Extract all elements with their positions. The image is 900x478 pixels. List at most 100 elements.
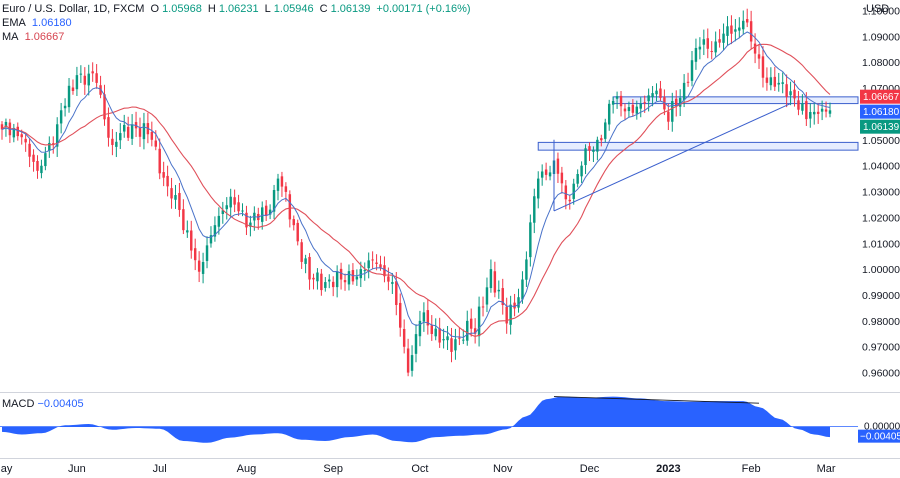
candle-body[interactable]: [237, 202, 240, 212]
candle-body[interactable]: [261, 207, 264, 222]
candle-body[interactable]: [462, 339, 465, 341]
candle-body[interactable]: [225, 205, 228, 210]
candle-body[interactable]: [20, 134, 23, 138]
candle-body[interactable]: [142, 123, 146, 140]
candle-body[interactable]: [79, 73, 83, 75]
macd-legend[interactable]: MACD −0.00405: [2, 398, 84, 410]
candle-body[interactable]: [824, 109, 828, 112]
candle-body[interactable]: [71, 87, 75, 92]
candle-body[interactable]: [59, 110, 63, 124]
candle-body[interactable]: [288, 194, 292, 220]
candle-body[interactable]: [777, 82, 780, 85]
candle-body[interactable]: [402, 328, 406, 347]
candle-body[interactable]: [414, 334, 418, 354]
candle-body[interactable]: [580, 165, 583, 177]
candle-body[interactable]: [734, 29, 737, 32]
candle-body[interactable]: [596, 139, 599, 152]
candle-body[interactable]: [312, 277, 315, 280]
candle-body[interactable]: [221, 210, 225, 215]
candle-body[interactable]: [406, 348, 410, 373]
candle-body[interactable]: [174, 195, 177, 200]
candle-body[interactable]: [55, 124, 59, 147]
candle-body[interactable]: [245, 212, 248, 228]
candle-body[interactable]: [481, 306, 485, 308]
candle-body[interactable]: [706, 38, 709, 49]
candle-body[interactable]: [607, 103, 611, 125]
candle-body[interactable]: [726, 26, 729, 36]
candle-body[interactable]: [540, 171, 544, 178]
candle-body[interactable]: [765, 77, 769, 83]
candle-body[interactable]: [434, 328, 437, 337]
candle-body[interactable]: [367, 260, 370, 269]
candle-body[interactable]: [280, 176, 284, 187]
candle-body[interactable]: [375, 262, 378, 264]
candle-body[interactable]: [0, 124, 4, 130]
candle-body[interactable]: [809, 112, 812, 119]
candle-body[interactable]: [749, 21, 753, 42]
candle-body[interactable]: [576, 174, 579, 184]
candle-body[interactable]: [193, 248, 197, 261]
candle-body[interactable]: [517, 297, 520, 308]
candle-body[interactable]: [28, 143, 31, 157]
candle-body[interactable]: [264, 205, 268, 217]
candle-body[interactable]: [556, 158, 560, 174]
candle-body[interactable]: [91, 71, 94, 74]
candle-body[interactable]: [537, 178, 540, 199]
candle-body[interactable]: [793, 89, 796, 99]
candle-body[interactable]: [387, 276, 390, 282]
candle-body[interactable]: [83, 75, 87, 85]
candle-body[interactable]: [710, 50, 713, 52]
candle-body[interactable]: [268, 209, 272, 215]
candle-body[interactable]: [493, 271, 497, 293]
candle-body[interactable]: [95, 73, 98, 83]
candle-body[interactable]: [702, 39, 706, 45]
candle-body[interactable]: [75, 75, 79, 90]
candle-body[interactable]: [399, 302, 402, 328]
candle-body[interactable]: [4, 121, 8, 128]
candle-body[interactable]: [698, 46, 702, 50]
candle-body[interactable]: [548, 172, 552, 177]
candle-body[interactable]: [730, 25, 733, 34]
candle-body[interactable]: [647, 95, 650, 102]
candle-body[interactable]: [130, 124, 134, 139]
candle-body[interactable]: [363, 270, 366, 272]
candle-body[interactable]: [611, 101, 615, 105]
candle-body[interactable]: [781, 82, 784, 84]
candle-body[interactable]: [276, 178, 280, 191]
candle-body[interactable]: [126, 126, 130, 138]
candle-body[interactable]: [430, 325, 433, 334]
candle-body[interactable]: [442, 339, 445, 341]
candle-body[interactable]: [170, 188, 173, 199]
candle-body[interactable]: [454, 339, 457, 351]
candle-body[interactable]: [52, 143, 55, 145]
candle-body[interactable]: [103, 94, 106, 120]
candle-body[interactable]: [379, 264, 382, 268]
candle-body[interactable]: [107, 117, 110, 138]
candle-body[interactable]: [682, 82, 686, 101]
candle-body[interactable]: [643, 102, 646, 104]
candle-body[interactable]: [339, 268, 343, 280]
candle-body[interactable]: [12, 127, 16, 138]
candle-body[interactable]: [477, 306, 481, 337]
candle-body[interactable]: [745, 19, 749, 23]
candle-body[interactable]: [497, 289, 501, 292]
candle-body[interactable]: [422, 312, 426, 322]
candle-body[interactable]: [722, 33, 725, 43]
candle-body[interactable]: [485, 287, 489, 305]
candle-body[interactable]: [24, 138, 27, 143]
candle-body[interactable]: [371, 259, 374, 261]
candle-body[interactable]: [805, 101, 808, 120]
candle-body[interactable]: [828, 110, 832, 114]
candle-body[interactable]: [391, 282, 394, 284]
candle-body[interactable]: [742, 20, 745, 30]
candle-body[interactable]: [166, 175, 169, 187]
candle-body[interactable]: [67, 85, 71, 108]
candle-body[interactable]: [213, 225, 217, 237]
candle-body[interactable]: [651, 93, 654, 98]
candle-body[interactable]: [572, 183, 575, 199]
candle-body[interactable]: [395, 281, 398, 305]
candle-body[interactable]: [757, 54, 761, 59]
candle-body[interactable]: [201, 262, 205, 274]
candle-body[interactable]: [16, 126, 19, 137]
candle-body[interactable]: [604, 122, 607, 139]
